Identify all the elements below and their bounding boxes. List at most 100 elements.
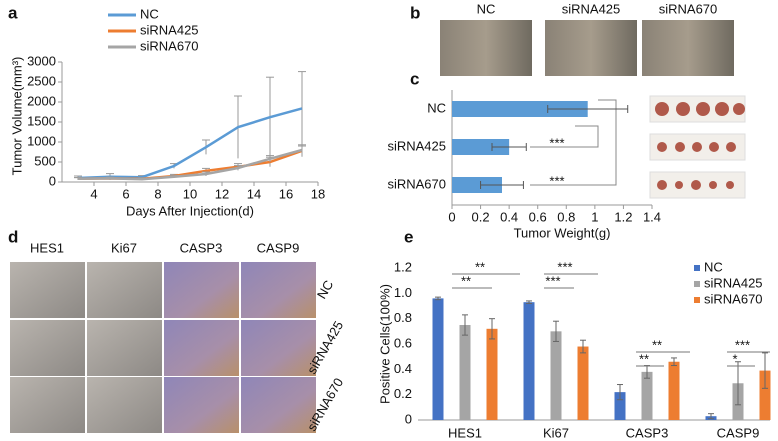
row-label: NC: [314, 278, 336, 302]
x-axis-label: Days After Injection(d): [126, 203, 254, 218]
x-tick-label: HES1: [448, 425, 482, 440]
significance: ***: [545, 273, 560, 288]
y-tick-label: 2000: [27, 93, 56, 108]
photo-label: siRNA425: [562, 1, 621, 16]
micrograph: [241, 320, 316, 376]
panel-label: b: [410, 3, 420, 22]
x-tick-label: 0.2: [472, 209, 490, 224]
legend-label: siRNA670: [140, 38, 199, 53]
y-tick-label: 1.2: [394, 259, 412, 274]
significance: ***: [549, 135, 564, 150]
x-tick-label: 4: [90, 186, 97, 201]
panel-label: a: [8, 3, 18, 22]
category-label: siRNA670: [387, 176, 446, 191]
bar: [452, 101, 588, 117]
column-label: CASP9: [257, 240, 300, 255]
category-label: NC: [427, 100, 446, 115]
micrograph: [87, 377, 162, 433]
legend-label: siRNA670: [704, 291, 763, 306]
micrograph: [87, 262, 162, 318]
significance: *: [732, 351, 737, 366]
x-tick-label: 18: [311, 186, 325, 201]
y-tick-label: 0: [405, 411, 412, 426]
legend-swatch: [694, 265, 700, 271]
category-label: siRNA425: [387, 138, 446, 153]
legend-label: NC: [704, 259, 723, 274]
micrographs: [10, 262, 316, 433]
bar: [641, 371, 653, 420]
significance: ***: [557, 259, 572, 274]
significance: ***: [735, 337, 750, 352]
micrograph: [10, 262, 85, 318]
x-tick-label: 1.4: [643, 209, 661, 224]
bar: [432, 298, 444, 420]
x-tick-label: 6: [122, 186, 129, 201]
micrograph: [241, 377, 316, 433]
significance-bracket: [530, 99, 617, 186]
x-tick-label: 14: [247, 186, 261, 201]
bar: [452, 177, 502, 193]
photo: [440, 20, 532, 76]
legend-swatch: [694, 297, 700, 303]
x-tick-label: 0.4: [500, 209, 518, 224]
bar: [577, 346, 589, 420]
x-tick-label: 0: [448, 209, 455, 224]
micrograph: [241, 262, 316, 318]
bar: [523, 302, 535, 420]
y-tick-label: 0.6: [394, 335, 412, 350]
x-tick-label: Ki67: [543, 425, 569, 440]
significance: ***: [549, 173, 564, 188]
bar: [486, 328, 498, 420]
y-tick-label: 2500: [27, 73, 56, 88]
x-tick-label: 16: [279, 186, 293, 201]
y-tick-label: 1500: [27, 113, 56, 128]
line: [77, 107, 303, 180]
significance: **: [461, 273, 471, 288]
bar: [759, 370, 771, 420]
panel-label: c: [410, 69, 419, 88]
micrograph: [164, 320, 239, 376]
photo: [642, 20, 734, 76]
y-tick-label: 1.0: [394, 285, 412, 300]
photo-label: NC: [477, 1, 496, 16]
y-axis-label: Tumor Volume(mm³): [9, 57, 24, 176]
tumors: [655, 102, 745, 190]
x-tick-label: 1.2: [614, 209, 632, 224]
x-tick-label: 0.6: [529, 209, 547, 224]
significance: **: [652, 337, 662, 352]
panel-label: e: [404, 227, 413, 246]
y-tick-label: 0: [49, 173, 56, 188]
x-tick-label: 8: [154, 186, 161, 201]
legend-label: NC: [140, 6, 159, 21]
y-tick-label: 3000: [27, 53, 56, 68]
micrograph: [10, 377, 85, 433]
legend-label: siRNA425: [704, 275, 763, 290]
bar: [668, 361, 680, 420]
y-tick-label: 1000: [27, 133, 56, 148]
photo-label: siRNA670: [659, 1, 718, 16]
micrograph: [10, 320, 85, 376]
x-tick-label: 0.8: [557, 209, 575, 224]
column-label: CASP3: [180, 240, 223, 255]
x-tick-label: 1: [591, 209, 598, 224]
bar: [614, 392, 626, 420]
x-tick-label: 10: [183, 186, 197, 201]
y-tick-label: 0.2: [394, 386, 412, 401]
y-axis-label: Positive Cells(100%): [377, 284, 392, 404]
bar: [550, 331, 562, 420]
significance: **: [639, 351, 649, 366]
significance: **: [475, 259, 485, 274]
line: [77, 148, 303, 181]
legend-swatch: [694, 281, 700, 287]
x-tick-label: CASP3: [626, 425, 669, 440]
x-tick-label: 12: [215, 186, 229, 201]
y-tick-label: 0.8: [394, 310, 412, 325]
legend-label: siRNA425: [140, 22, 199, 37]
micrograph: [164, 262, 239, 318]
panel-label: d: [8, 227, 18, 246]
column-label: Ki67: [111, 240, 137, 255]
micrograph: [87, 320, 162, 376]
bar: [459, 325, 471, 420]
y-tick-label: 0.4: [394, 361, 412, 376]
